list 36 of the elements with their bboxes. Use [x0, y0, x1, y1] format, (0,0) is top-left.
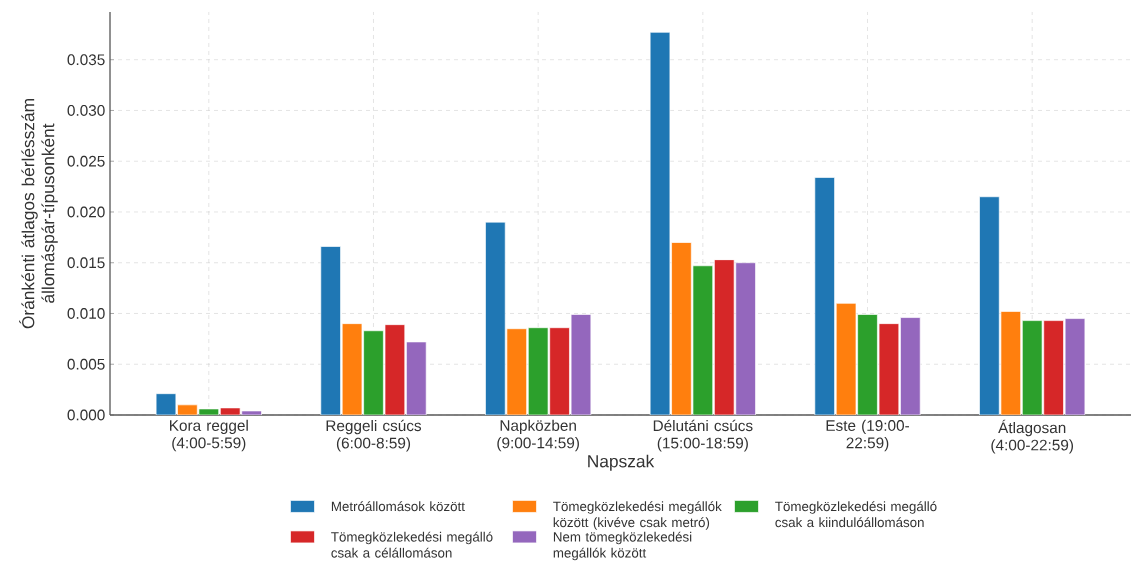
bar — [835, 303, 857, 415]
bar — [506, 328, 527, 415]
y-tick-label: 0.000 — [67, 409, 105, 421]
legend-label: Nem tömegközlekedési megállók között — [553, 531, 692, 561]
x-tick-label: Délutáni csúcs (15:00-18:59) — [653, 419, 753, 452]
y-axis-title: Óránkénti átlagos bérlésszám állomáspár-típusonként — [19, 99, 58, 329]
x-tick-label: Átlagosan (4:00-22:59) — [991, 419, 1074, 454]
bar — [485, 221, 506, 415]
y-tick-label: 0.015 — [67, 257, 105, 269]
y-tick-label: 0.020 — [67, 206, 105, 218]
bar — [1000, 311, 1022, 415]
x-tick-label: Napközben (9:00-14:59) — [497, 419, 579, 452]
y-tick-label: 0.025 — [67, 155, 105, 167]
legend-label: Tömegközlekedési megálló csak a célállomáson — [331, 531, 493, 558]
bar — [320, 246, 341, 415]
x-axis-title: Napszak — [588, 454, 655, 471]
bar — [341, 323, 363, 415]
bar — [1043, 320, 1064, 415]
x-tick-label: Este (19:00-22:59) — [826, 419, 910, 452]
legend-label: Tömegközlekedési megállók között (kivéve csak metró) — [553, 501, 722, 530]
y-tick-label: 0.035 — [67, 54, 105, 66]
legend-label: Tömegközlekedési megálló csak a kiindulóállomáson — [775, 501, 937, 528]
bar — [649, 31, 671, 415]
bar — [549, 327, 570, 415]
bar — [671, 242, 692, 415]
bar — [979, 196, 1000, 415]
bar — [814, 177, 835, 415]
x-tick-label: Kora reggel (4:00-5:59) — [170, 419, 248, 452]
bar — [878, 323, 900, 415]
y-tick-label: 0.010 — [67, 308, 105, 319]
bar — [714, 259, 735, 415]
legend-label: Metróállomások között — [331, 501, 465, 512]
y-tick-label: 0.030 — [67, 105, 105, 116]
x-tick-label: Reggeli csúcs (6:00-8:59) — [326, 419, 422, 452]
bar — [384, 324, 406, 415]
y-tick-label: 0.005 — [67, 358, 105, 370]
